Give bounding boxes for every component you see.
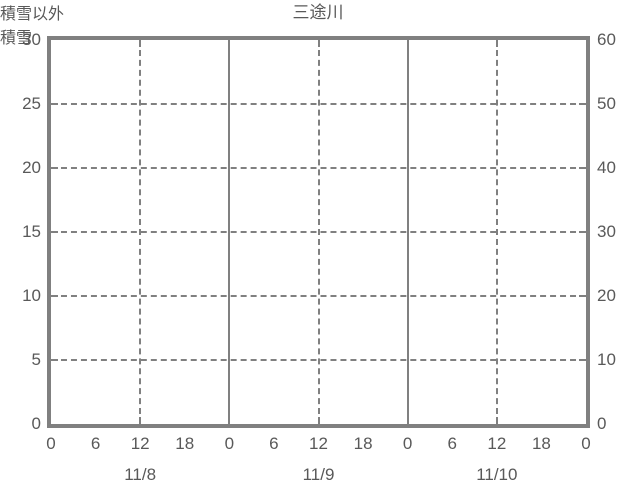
- x-axis-tick: [228, 417, 231, 424]
- x-axis-tick-label: 12: [309, 434, 328, 453]
- x-axis-tick-label: 12: [487, 434, 507, 453]
- x-axis-tick-top: [317, 40, 320, 47]
- left-axis-tick-label: 10: [22, 286, 41, 305]
- x-axis-tick-label: 18: [531, 434, 551, 453]
- right-axis-tick-label: 40: [597, 158, 616, 177]
- x-axis-tick-top: [228, 40, 231, 47]
- day-boundary-line: [406, 40, 409, 424]
- left-axis-tick-label: 5: [31, 350, 41, 369]
- x-axis-day-label: 11/10: [476, 465, 518, 484]
- right-axis-tick: [579, 231, 586, 233]
- right-axis-tick: [579, 295, 586, 297]
- x-axis-tick-top: [406, 40, 409, 47]
- left-axis-tick: [51, 295, 58, 297]
- right-axis-tick-label: 0: [597, 414, 607, 433]
- left-axis-tick-label: 15: [22, 222, 41, 241]
- left-axis-tick: [51, 231, 58, 233]
- right-axis-tick: [579, 103, 586, 105]
- right-axis-tick-label: 20: [597, 286, 616, 305]
- x-axis-tick: [406, 417, 409, 424]
- plot-gridlines: [51, 40, 586, 424]
- x-axis-tick-label: 0: [402, 434, 413, 453]
- left-axis-tick-label: 25: [22, 94, 41, 113]
- left-axis-tick-label: 20: [22, 158, 41, 177]
- x-axis-tick-top: [139, 40, 142, 47]
- left-axis-tick-label: 30: [22, 30, 41, 49]
- x-axis-tick-label: 0: [46, 434, 56, 453]
- right-axis-tick-label: 30: [597, 222, 616, 241]
- x-axis-tick-top: [495, 40, 498, 47]
- vertical-gridline: [139, 40, 142, 424]
- right-axis-tick: [579, 167, 586, 169]
- left-axis-tick: [51, 359, 58, 361]
- x-axis-tick-label: 18: [175, 434, 195, 453]
- vertical-gridline: [317, 40, 320, 424]
- vertical-gridline: [495, 40, 498, 424]
- chart-title: 三途川: [292, 3, 344, 22]
- left-axis-tick: [51, 167, 58, 169]
- x-axis-tick: [139, 417, 142, 424]
- plot-area: [47, 36, 590, 428]
- x-axis-tick-label: 18: [353, 434, 373, 453]
- x-axis-day-label: 11/8: [124, 465, 157, 484]
- right-axis-tick-label: 50: [597, 94, 616, 113]
- x-axis-day-label: 11/9: [302, 465, 335, 484]
- right-axis-tick-label: 60: [597, 30, 616, 49]
- x-axis-tick-label: 12: [130, 434, 150, 453]
- x-axis-tick-label: 6: [90, 434, 101, 453]
- x-axis-tick: [317, 417, 320, 424]
- right-axis-tick: [579, 359, 586, 361]
- right-axis-title: 積雪: [0, 30, 33, 47]
- x-axis-tick-label: 6: [269, 434, 279, 453]
- x-axis-tick: [495, 417, 498, 424]
- x-axis-tick-label: 0: [224, 434, 235, 453]
- left-axis-tick-label: 0: [31, 414, 41, 433]
- right-axis-tick-label: 10: [597, 350, 616, 369]
- x-axis-tick-label: 6: [447, 434, 457, 453]
- left-axis-title: 積雪以外: [0, 6, 65, 23]
- left-axis-tick: [51, 103, 58, 105]
- x-axis-tick-label: 0: [581, 434, 591, 453]
- day-boundary-line: [228, 40, 231, 424]
